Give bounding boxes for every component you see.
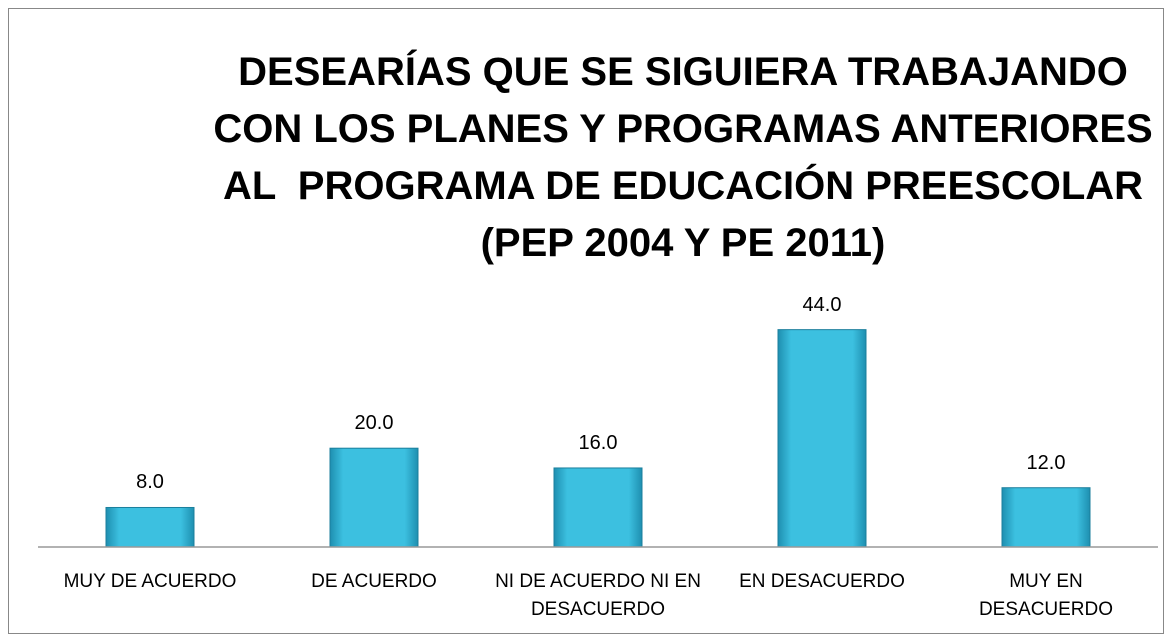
bar	[553, 467, 643, 548]
x-tick-label: DE ACUERDO	[311, 571, 437, 592]
chart-title: DESEARÍAS QUE SE SIGUIERA TRABAJANDO	[238, 50, 1128, 94]
x-tick-label: MUY EN DESACUERDO	[978, 571, 1114, 620]
x-tick-label: EN DESACUERDO	[739, 571, 905, 592]
bar	[1001, 487, 1091, 548]
chart-title: (PEP 2004 Y PE 2011)	[480, 221, 886, 265]
bar	[777, 329, 867, 548]
bar	[105, 506, 195, 548]
chart-title: CON LOS PLANES Y PROGRAMAS ANTERIORES	[213, 107, 1153, 151]
value-label: 16.0	[578, 431, 618, 454]
value-label: 12.0	[1026, 451, 1066, 474]
chart-frame	[8, 8, 1164, 634]
x-tick-label: NI DE ACUERDO NI EN DESACUERDO	[495, 571, 701, 620]
value-label: 8.0	[136, 471, 164, 494]
chart-title: AL PROGRAMA DE EDUCACIÓN PREESCOLAR	[222, 164, 1144, 208]
bar	[329, 447, 419, 548]
value-label: 44.0	[802, 293, 842, 316]
value-label: 20.0	[354, 412, 394, 435]
x-tick-label: MUY DE ACUERDO	[63, 571, 237, 592]
